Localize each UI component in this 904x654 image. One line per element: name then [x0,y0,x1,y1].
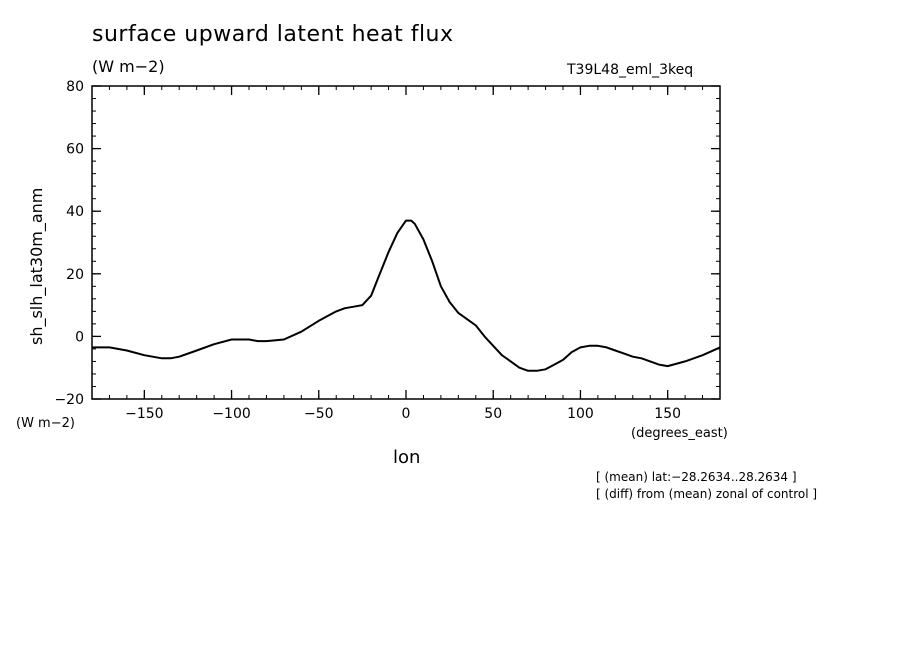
y-tick-label: 60 [66,142,84,158]
y-tick-label: 20 [66,267,84,283]
units-label: (W m−2) [92,57,165,76]
x-tick-label: 100 [567,406,594,422]
y-tick-label: −20 [54,392,84,408]
x-tick-label: 0 [402,406,411,422]
axis-ticks [91,85,721,400]
x-tick-label: −150 [125,406,163,422]
y-axis-units: (W m−2) [16,416,75,431]
tick-labels: −150 −100 −50 0 50 100 150 −20 0 20 40 60 80 [54,79,681,422]
series-line [92,219,721,372]
x-tick-label: −100 [212,406,250,422]
run-label: T39L48_eml_3keq [567,62,694,78]
y-axis-label: sh_slh_lat30m_anm [27,187,46,345]
x-axis-label: lon [393,447,421,468]
annotation-diff: [ (diff) from (mean) zonal of control ] [596,487,818,501]
x-axis-units: (degrees_east) [631,426,728,441]
x-tick-label: 150 [654,406,681,422]
x-tick-label: 50 [484,406,502,422]
chart-title: surface upward latent heat flux [92,22,454,47]
x-tick-label: −50 [304,406,334,422]
y-tick-label: 40 [66,204,84,220]
plot-frame [91,85,721,400]
y-tick-label: 80 [66,79,84,95]
y-tick-label: 0 [75,329,84,345]
annotation-mean: [ (mean) lat:−28.2634..28.2634 ] [596,470,797,484]
